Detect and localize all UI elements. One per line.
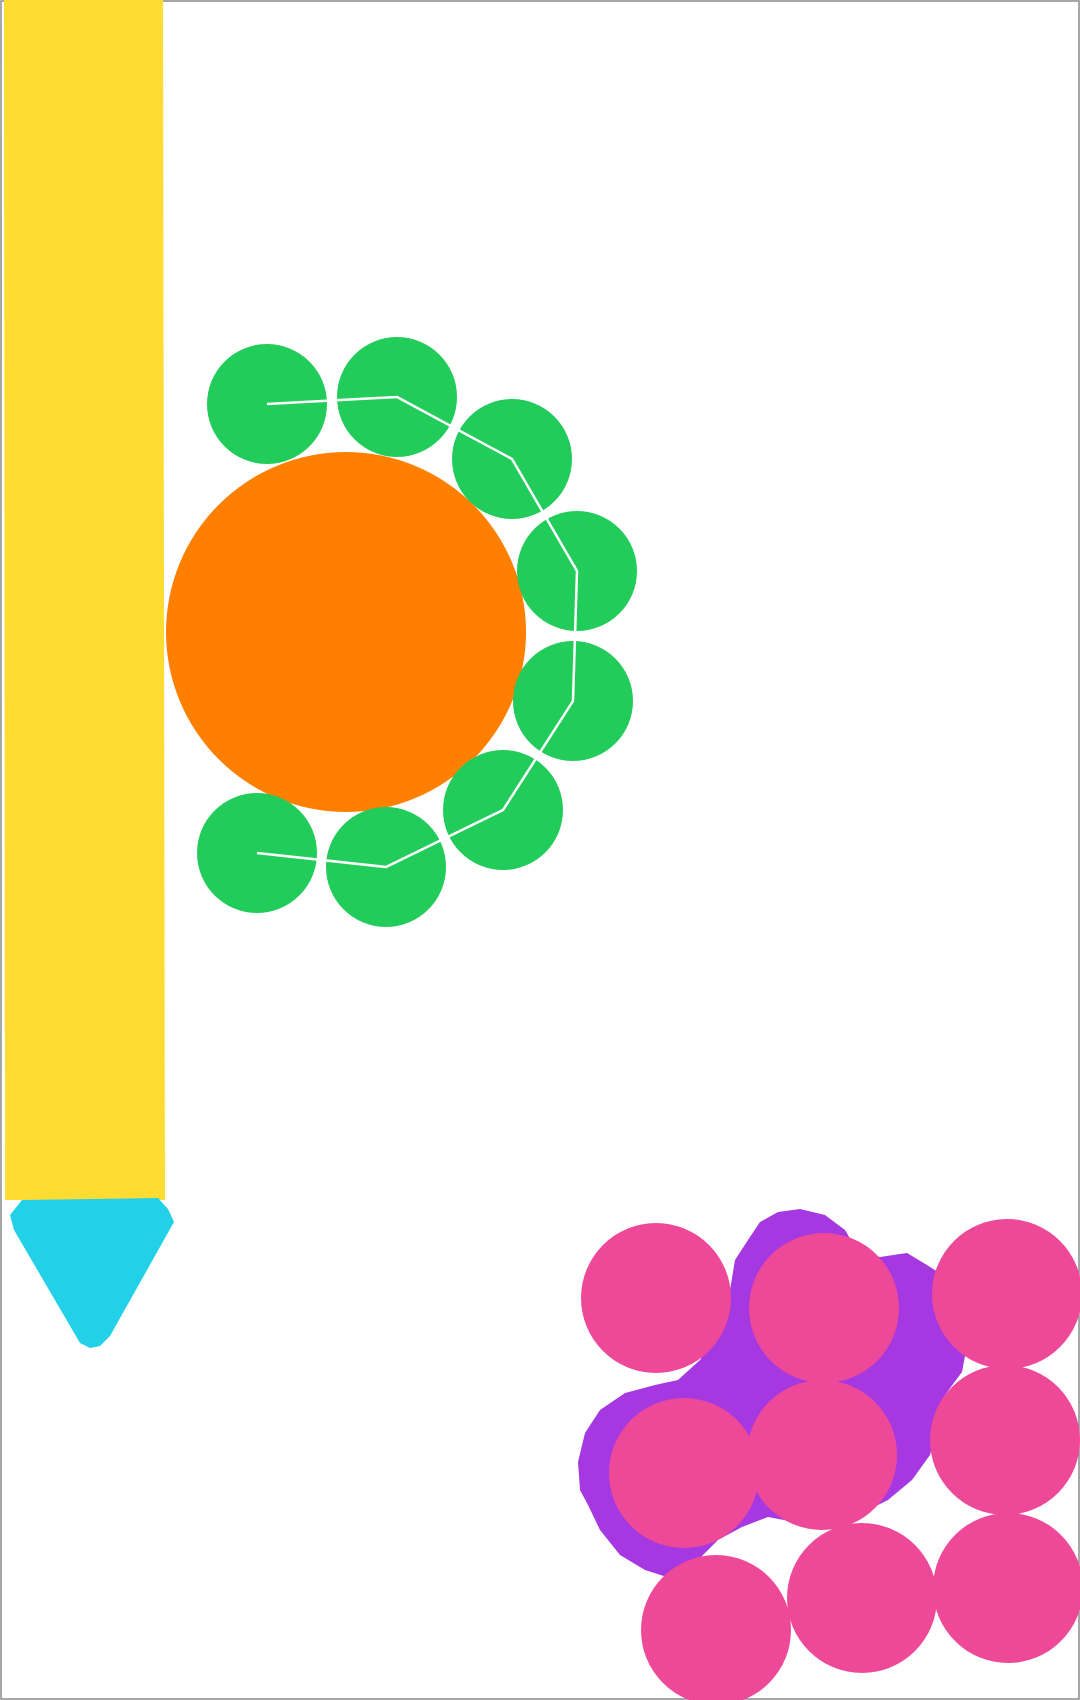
chain-joint-line [256,395,579,869]
pink-ball[interactable] [787,1523,937,1673]
pink-ball-pile[interactable] [581,1219,1080,1700]
pink-ball[interactable] [641,1555,791,1700]
pink-ball[interactable] [933,1513,1080,1663]
pink-ball[interactable] [609,1398,759,1548]
cyan-wedge[interactable] [10,1198,174,1348]
pink-ball[interactable] [747,1380,897,1530]
green-chain[interactable] [197,337,637,927]
pink-ball[interactable] [932,1219,1080,1369]
pink-ball[interactable] [581,1223,731,1373]
yellow-pillar[interactable] [4,0,165,1200]
orange-sun[interactable] [166,452,526,812]
pink-ball[interactable] [930,1365,1080,1515]
pink-ball[interactable] [749,1233,899,1383]
